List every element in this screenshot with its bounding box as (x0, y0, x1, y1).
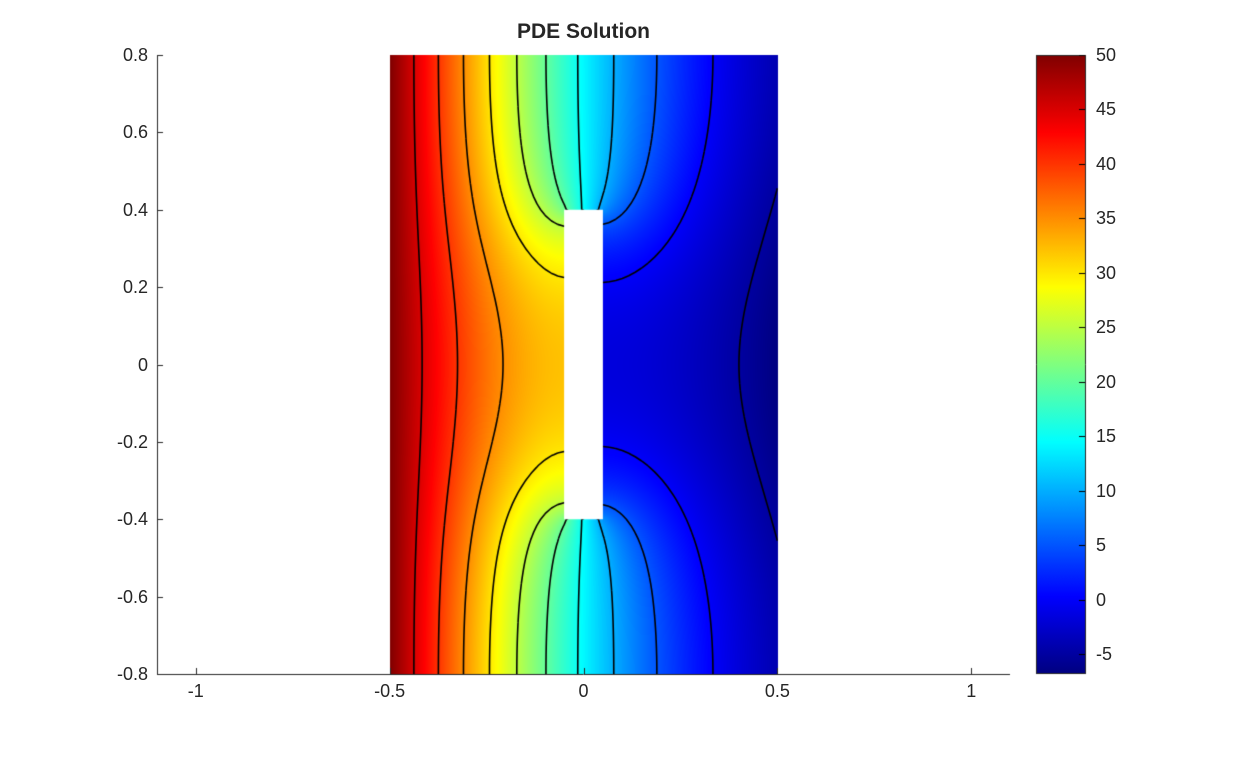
x-tick-label: 0 (578, 681, 589, 701)
colorbar-tick-label: 40 (1096, 153, 1117, 174)
x-tick-label: 1 (966, 681, 977, 701)
colorbar-tick-label: 15 (1096, 426, 1117, 447)
x-tick-label: -1 (187, 681, 204, 701)
colorbar-tick-label: 20 (1096, 371, 1117, 392)
y-tick-label: -0.8 (116, 664, 148, 684)
colorbar-tick-label: 50 (1096, 45, 1117, 65)
colorbar-tick-label: 45 (1096, 99, 1117, 120)
y-tick-label: 0.4 (122, 199, 148, 220)
colorbar-tick-label: 25 (1096, 317, 1117, 338)
colorbar-tick-label: 30 (1096, 262, 1117, 283)
plot-title: PDE Solution (517, 20, 650, 43)
colorbar-tick-label: 5 (1096, 535, 1107, 556)
y-tick-label: 0 (137, 354, 148, 375)
y-tick-label: 0.2 (122, 277, 148, 298)
colorbar-tick-label: 0 (1096, 589, 1107, 610)
y-tick-label: -0.6 (116, 586, 148, 607)
y-tick-label: -0.2 (116, 431, 148, 452)
x-tick-label: 0.5 (764, 681, 790, 701)
colorbar-tick-label: 35 (1096, 208, 1117, 229)
x-tick-label: -0.5 (374, 681, 406, 701)
y-tick-label: 0.8 (122, 45, 148, 65)
y-tick-label: -0.4 (116, 509, 148, 530)
y-tick-label: 0.6 (122, 122, 148, 143)
colorbar-tick-label: 10 (1096, 480, 1117, 501)
colorbar-tick-label: -5 (1096, 644, 1113, 665)
